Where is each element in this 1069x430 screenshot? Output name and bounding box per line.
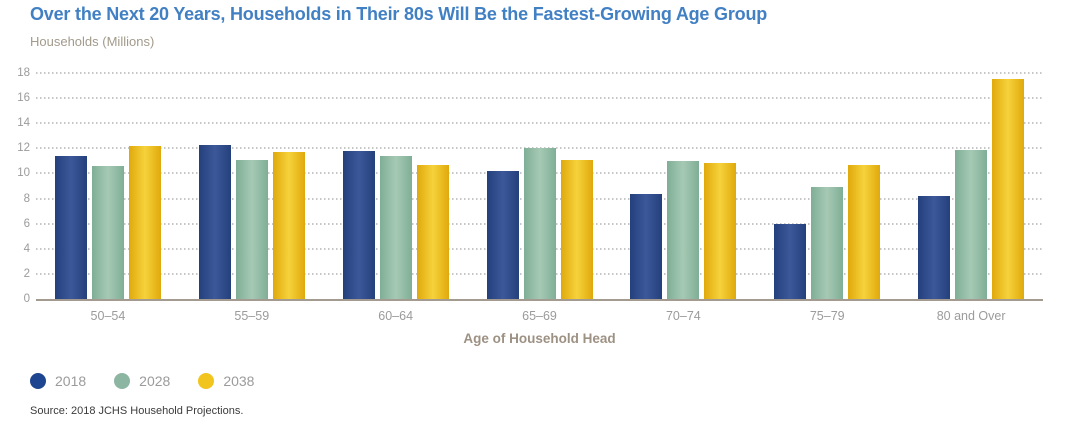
source-note: Source: 2018 JCHS Household Projections. — [30, 405, 244, 417]
bar-2018 — [486, 170, 519, 299]
bar-group — [899, 79, 1043, 299]
bar-group — [180, 144, 324, 299]
legend-swatch-2018 — [30, 373, 46, 389]
y-tick-label: 18 — [17, 67, 30, 79]
gridline — [36, 97, 1043, 100]
gridline — [36, 147, 1043, 150]
bar-2028 — [235, 159, 268, 299]
gridline — [36, 122, 1043, 125]
bar-group — [611, 160, 755, 299]
bar-2028 — [667, 160, 700, 299]
bar-2038 — [272, 152, 305, 299]
y-tick-label: 0 — [23, 293, 30, 305]
y-tick-label: 16 — [17, 92, 30, 105]
y-axis-unit-label: Households (Millions) — [30, 34, 155, 49]
bar-group — [324, 150, 468, 299]
y-tick-label: 12 — [17, 142, 30, 155]
bar-2038 — [416, 164, 449, 299]
x-tick-label: 70–74 — [665, 309, 701, 323]
bar-2028 — [811, 187, 844, 299]
bar-2018 — [198, 144, 231, 299]
bar-group — [36, 145, 180, 299]
bar-2038 — [992, 79, 1025, 299]
bar-2028 — [379, 155, 412, 299]
gridline — [36, 72, 1043, 74]
y-tick-label: 8 — [23, 192, 30, 205]
x-axis-title: Age of Household Head — [463, 331, 616, 346]
y-axis-ticks: 0 2 4 6 8 10 12 14 16 18 — [4, 67, 30, 305]
bar-2018 — [342, 150, 375, 299]
bar-2028 — [523, 148, 556, 299]
x-tick-label: 80 and Over — [936, 309, 1006, 323]
bar-2028 — [91, 165, 124, 299]
bar-2028 — [955, 149, 988, 299]
bar-group — [468, 148, 612, 299]
x-axis-ticks: 50–54 55–59 60–64 65–69 70–74 75–79 80 and Ove… — [36, 309, 1043, 323]
bar-group — [755, 164, 899, 299]
legend-label: 2028 — [139, 373, 171, 389]
y-tick-label: 14 — [17, 117, 30, 130]
bar-2018 — [918, 196, 951, 299]
x-tick-label: 65–69 — [522, 309, 557, 323]
x-tick-label: 60–64 — [378, 309, 414, 323]
bar-2018 — [630, 193, 663, 299]
legend-label: 2018 — [55, 373, 87, 389]
x-tick-label: 75–79 — [809, 309, 845, 323]
bar-2038 — [848, 164, 881, 299]
bar-2038 — [704, 163, 737, 299]
bar-2038 — [560, 159, 593, 299]
legend-label: 2038 — [223, 373, 255, 389]
bar-2018 — [774, 223, 807, 299]
legend-swatch-2038 — [198, 373, 215, 389]
legend-item: 2018 — [30, 373, 86, 389]
y-tick-label: 2 — [23, 267, 30, 280]
legend-item: 2028 — [114, 373, 170, 389]
bar-2038 — [128, 145, 161, 299]
y-tick-label: 6 — [23, 217, 30, 230]
legend-item: 2038 — [198, 373, 254, 389]
bar-groups — [36, 73, 1043, 299]
y-tick-label: 10 — [17, 167, 30, 180]
bar-2018 — [54, 155, 87, 299]
x-tick-label: 55–59 — [234, 309, 270, 323]
legend-swatch-2028 — [114, 373, 131, 389]
plot-area — [36, 72, 1043, 301]
legend: 2018 2028 2038 — [30, 373, 254, 389]
y-tick-label: 4 — [23, 242, 30, 255]
chart-title: Over the Next 20 Years, Households in Th… — [30, 4, 768, 24]
x-tick-label: 50–54 — [90, 309, 126, 323]
